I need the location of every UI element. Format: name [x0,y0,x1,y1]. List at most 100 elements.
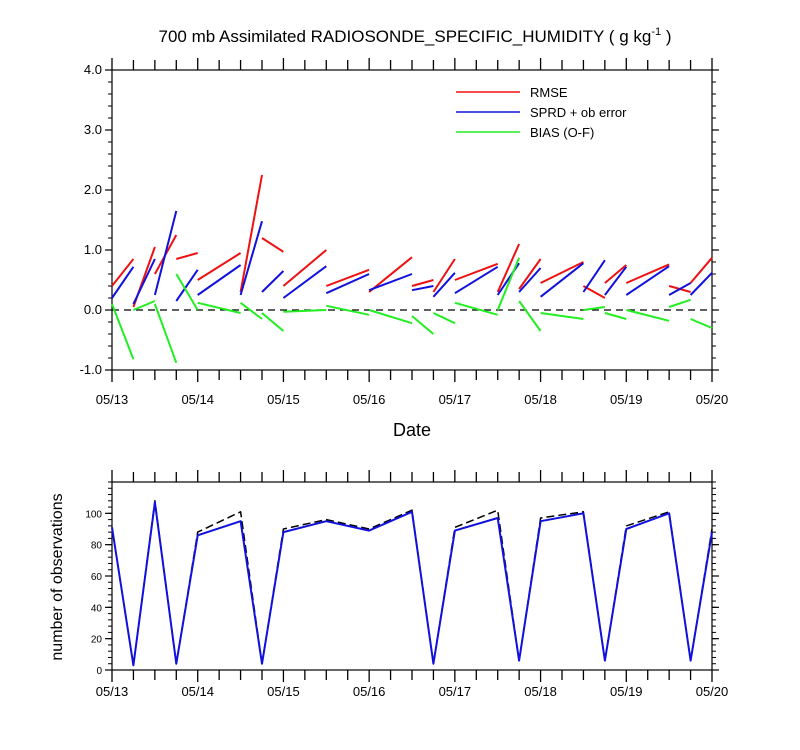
top-series-bias-o-f-segment [261,312,285,332]
top-series-bias-o-f-segment [411,315,435,335]
top-x-tick-label: 05/17 [439,392,472,407]
top-series-sprd-ob-error-segment [175,269,199,302]
bottom-y-axis: 0 20 40 60 80 100 [85,481,719,677]
top-series-sprd-ob-error-segment [668,282,692,296]
top-series-bias-o-f-segment [540,312,584,320]
top-series-bias-o-f-segment [175,273,199,311]
chart-title-main: 700 mb Assimilated RADIOSONDE_SPECIFIC_H… [159,27,652,46]
top-series-rmse-segment [261,237,284,253]
top-series-sprd-ob-error-segment [239,220,263,296]
top-series-rmse-segment [540,261,584,284]
legend-label-sprd: SPRD + ob error [530,105,627,120]
top-series-sprd-ob-error-segment [604,266,628,296]
top-y-tick-label: 0.0 [84,302,102,317]
top-series-bias-o-f-segment [368,309,413,325]
top-series-sprd-ob-error-segment [432,272,456,298]
top-x-tick-label: 05/18 [524,392,557,407]
top-series-rmse-segment [518,258,542,290]
top-series-bias-o-f-segment [133,300,156,311]
top-series-bias-o-f-segment [496,257,521,311]
top-series-rmse-segment [689,257,713,284]
top-series-sprd-ob-error-segment [411,285,434,292]
top-series-bias-o-f-segment [239,302,263,320]
top-series-rmse-segment [176,252,198,260]
top-series-sprd-ob-error-segment [325,273,370,295]
bottom-y-tick-label: 100 [85,509,102,520]
chart-title: 700 mb Assimilated RADIOSONDE_SPECIFIC_H… [159,26,672,46]
bottom-x-tick-label: 05/15 [267,684,300,699]
top-x-tick-label: 05/15 [267,392,300,407]
top-x-tick-label: 05/16 [353,392,386,407]
top-series-bias-o-f-segment [604,312,627,320]
top-series-rmse-segment [239,174,263,293]
top-series-sprd-ob-error-segment [625,265,670,296]
bottom-y-tick-label: 20 [91,635,103,646]
top-series-group [111,174,713,364]
chart-title-suffix: ) [661,27,671,46]
bottom-x-tick-label: 05/18 [524,684,557,699]
bottom-x-axis: 05/13 05/14 05/15 05/16 05/17 05/18 05/19 05/20 [96,470,729,699]
legend-label-bias: BIAS (O-F) [530,125,594,140]
bottom-y-tick-label: 60 [91,572,103,583]
top-y-tick-label: -1.0 [80,362,102,377]
bottom-x-tick-label: 05/19 [610,684,643,699]
top-series-sprd-ob-error-segment [689,272,713,296]
top-y-tick-label: 4.0 [84,62,102,77]
top-series-bias-o-f-segment [626,309,670,322]
top-series-rmse-segment [368,256,413,293]
bottom-series-observations-assimilated [111,501,713,667]
top-series-bias-o-f-segment [197,301,241,314]
legend-label-rmse: RMSE [530,85,568,100]
bottom-y-tick-label: 40 [91,603,103,614]
top-series-rmse-segment [325,268,370,287]
top-series-rmse-segment [432,258,456,293]
chart-title-superscript: -1 [651,26,661,38]
top-series-sprd-ob-error-segment [582,259,606,293]
top-x-tick-label: 05/14 [181,392,214,407]
top-series-bias-o-f-segment [432,312,456,325]
bottom-x-tick-label: 05/14 [181,684,214,699]
bottom-x-tick-label: 05/13 [96,684,129,699]
top-series-sprd-ob-error-segment [111,266,135,299]
top-x-tick-label: 05/13 [96,392,129,407]
top-series-sprd-ob-error-segment [132,258,156,305]
bottom-y-tick-label: 0 [96,666,102,677]
top-panel: -1.0 0.0 1.0 2.0 3.0 4.0 05/13 05/14 05/15 05/16… [80,58,728,440]
top-series-bias-o-f-segment [690,318,713,329]
top-series-sprd-ob-error-segment [282,265,327,299]
bottom-x-tick-label: 05/16 [353,684,386,699]
legend: RMSE SPRD + ob error BIAS (O-F) [456,85,627,140]
top-series-bias-o-f-segment [668,298,691,308]
top-x-tick-label: 05/19 [610,392,643,407]
top-series-sprd-ob-error-segment [368,273,413,292]
top-series-rmse-segment [111,258,135,287]
top-series-bias-o-f-segment [111,303,135,360]
top-series-rmse-segment [454,262,499,281]
top-series-rmse-segment [604,264,627,284]
top-x-axis: 05/13 05/14 05/15 05/16 05/17 05/18 05/19 05/20 [96,58,728,407]
top-series-rmse-segment [282,249,327,287]
bottom-series-observations-possible [111,500,713,667]
top-series-bias-o-f-segment [326,304,370,316]
top-series-sprd-ob-error-segment [261,270,285,293]
bottom-x-tick-label: 05/17 [439,684,472,699]
top-series-rmse-segment [625,263,670,284]
top-series-bias-o-f-segment [153,303,178,364]
top-series-bias-o-f-segment [518,300,542,332]
bottom-x-tick-label: 05/20 [696,684,729,699]
top-x-axis-label: Date [393,420,431,440]
top-series-rmse-segment [197,252,242,281]
top-series-bias-o-f-segment [583,306,606,311]
top-y-axis: -1.0 0.0 1.0 2.0 3.0 4.0 [80,62,719,377]
top-series-bias-o-f-segment [454,301,498,316]
top-y-tick-label: 3.0 [84,122,102,137]
top-series-sprd-ob-error-segment [454,265,499,295]
top-series-sprd-ob-error-segment [197,264,242,296]
top-y-tick-label: 2.0 [84,182,102,197]
top-series-sprd-ob-error-segment [518,267,542,293]
top-series-bias-o-f-segment [283,309,327,313]
top-series-rmse-segment [411,279,434,287]
bottom-y-tick-label: 80 [91,541,103,552]
